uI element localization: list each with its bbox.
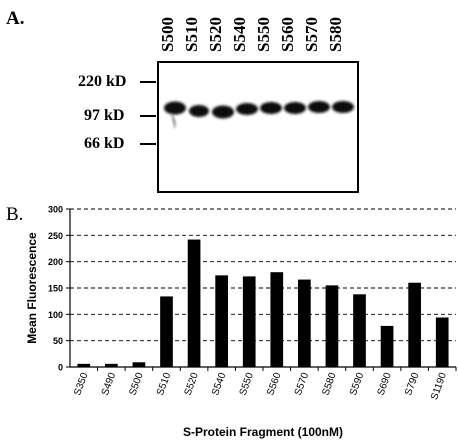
x-tick-label: S510 xyxy=(155,371,173,397)
x-tick-label: S790 xyxy=(403,371,421,397)
bar-s510 xyxy=(160,296,173,367)
band-s500 xyxy=(164,101,186,115)
band-s580 xyxy=(332,101,354,113)
bar-s560 xyxy=(270,272,284,367)
y-tick-label: 0 xyxy=(58,363,63,373)
x-tick-label: S1190 xyxy=(429,371,449,402)
panel-b-label: B. xyxy=(6,204,24,225)
y-axis-label: Mean Fluorescence xyxy=(25,232,39,344)
x-tick-label: S580 xyxy=(320,371,338,397)
band-s520 xyxy=(212,105,234,119)
x-tick-label: S540 xyxy=(210,371,228,397)
x-tick-label: S350 xyxy=(72,371,90,397)
x-tick-label: S490 xyxy=(100,371,118,397)
bar-s1190 xyxy=(435,317,449,367)
bar-s790 xyxy=(408,282,421,367)
y-tick-label: 150 xyxy=(48,284,63,294)
x-tick-label: S590 xyxy=(348,371,366,397)
x-axis-label: S-Protein Fragment (100nM) xyxy=(183,425,343,439)
band-s550 xyxy=(260,102,282,114)
mw-label-97: 97 kD xyxy=(84,107,125,124)
mw-label-220: 220 kD xyxy=(78,73,127,90)
bar-s490 xyxy=(105,363,118,367)
gridlines xyxy=(70,208,456,342)
x-tick-labels: S350 S490 S500 S510 S520 S540 S550 S560 S570 S580… xyxy=(72,371,449,402)
bar-s540 xyxy=(215,275,228,367)
band-s540 xyxy=(236,103,258,115)
band-s500-smear xyxy=(171,111,176,129)
bar-s590 xyxy=(353,294,366,367)
mw-label-66: 66 kD xyxy=(84,135,125,152)
y-tick-label: 100 xyxy=(48,310,63,320)
bar-s550 xyxy=(242,276,256,367)
bar-s350 xyxy=(77,363,91,367)
panel-a-label: A. xyxy=(6,8,25,29)
bar-s500 xyxy=(132,362,146,367)
y-tick-label: 250 xyxy=(48,231,63,241)
western-blot xyxy=(157,61,359,193)
x-tick-label: S500 xyxy=(127,371,145,397)
y-tick-label: 50 xyxy=(53,336,63,346)
bar-s580 xyxy=(325,285,339,367)
mw-tick-220 xyxy=(140,81,156,83)
x-tick-label: S560 xyxy=(265,371,283,397)
band-s570 xyxy=(308,101,330,113)
y-tick-label: 300 xyxy=(48,205,63,215)
band-s510 xyxy=(189,105,209,117)
mw-tick-97 xyxy=(140,115,156,117)
y-tick-labels: 0 50 100 150 200 250 300 xyxy=(48,205,63,373)
x-tick-label: S520 xyxy=(183,371,201,397)
x-tick-label: S690 xyxy=(376,371,394,397)
bar-s520 xyxy=(187,239,201,367)
y-tick-label: 200 xyxy=(48,257,63,267)
band-s560 xyxy=(284,102,306,114)
x-tick-label: S550 xyxy=(238,371,256,397)
bars xyxy=(77,239,449,367)
bar-s690 xyxy=(380,325,394,367)
blot-bands xyxy=(164,101,354,129)
mw-tick-66 xyxy=(140,143,156,145)
bar-s570 xyxy=(298,279,311,367)
axes xyxy=(66,208,457,371)
x-tick-label: S570 xyxy=(293,371,311,397)
